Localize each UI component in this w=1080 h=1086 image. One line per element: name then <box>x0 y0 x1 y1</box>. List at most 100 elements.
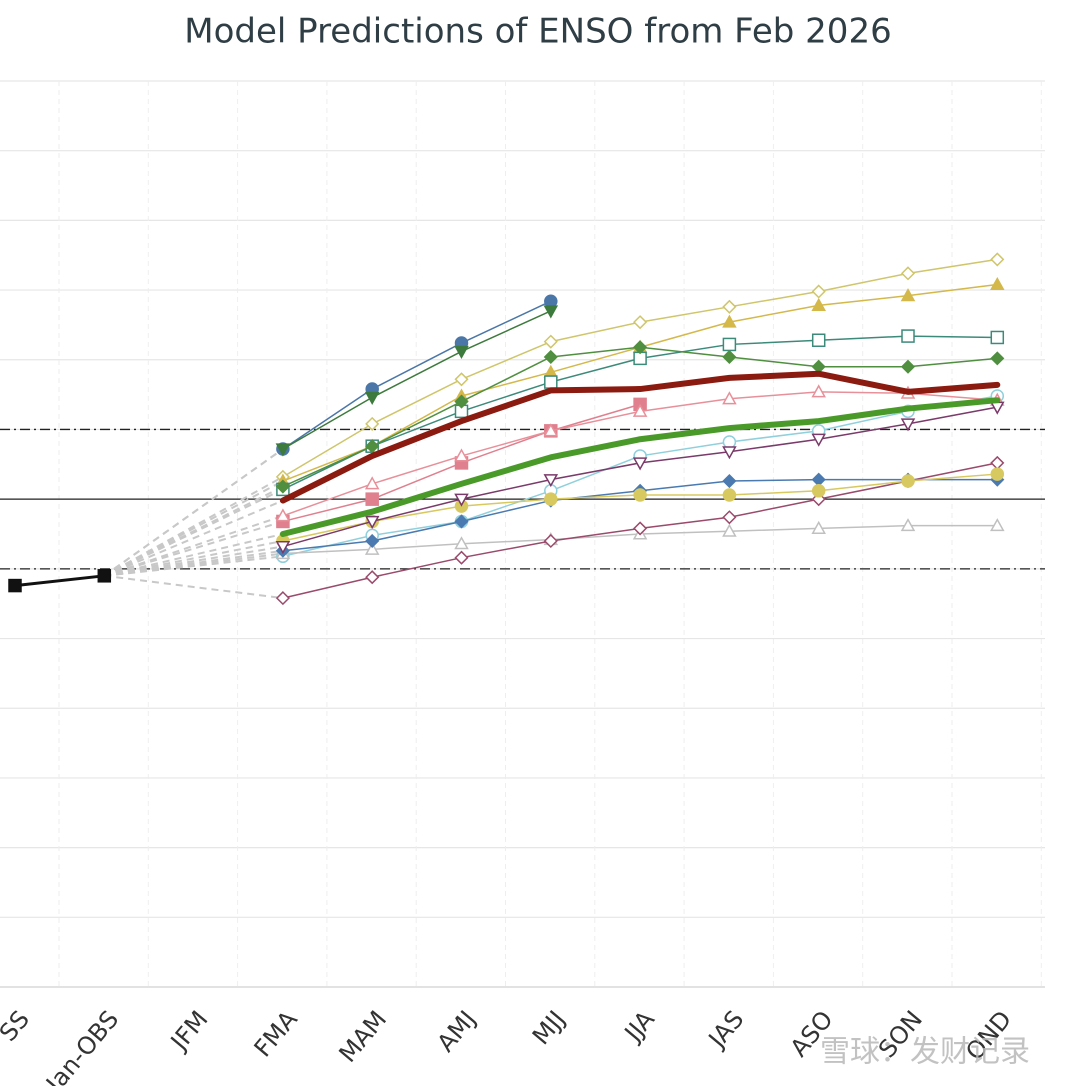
point <box>543 349 558 365</box>
point <box>990 455 1005 470</box>
x-tick-label: MAM <box>334 1005 393 1067</box>
series-line <box>13 574 106 588</box>
point <box>454 394 469 409</box>
point <box>811 520 826 534</box>
series-line <box>282 300 552 450</box>
point <box>722 473 737 489</box>
point <box>900 518 916 532</box>
point <box>275 508 291 522</box>
x-tick-label: AMJ <box>432 1005 482 1057</box>
point <box>454 493 469 507</box>
point <box>364 476 380 490</box>
point <box>543 474 559 488</box>
point <box>454 550 469 565</box>
point <box>722 314 737 328</box>
point <box>544 294 558 308</box>
point <box>364 391 380 405</box>
point <box>722 337 737 352</box>
point <box>365 439 380 454</box>
point <box>900 266 916 281</box>
x-tick-label: JJA <box>618 1005 660 1048</box>
point <box>365 570 380 585</box>
point <box>722 391 737 405</box>
point <box>544 492 558 506</box>
point <box>8 578 22 593</box>
connector <box>104 545 284 577</box>
point <box>722 435 737 449</box>
point <box>900 359 916 374</box>
point <box>364 541 380 555</box>
x-tick-label: JFM <box>164 1005 213 1056</box>
point <box>990 518 1005 532</box>
point <box>811 433 826 447</box>
chart-title: Model Predictions of ENSO from Feb 2026 <box>184 12 891 52</box>
point <box>454 372 469 387</box>
point <box>990 276 1005 291</box>
connector <box>104 533 284 577</box>
point <box>275 479 290 494</box>
point <box>454 345 469 359</box>
connector <box>103 499 284 577</box>
point <box>990 252 1005 267</box>
point <box>364 515 380 529</box>
point <box>722 523 737 537</box>
point <box>901 329 915 343</box>
point <box>900 418 916 432</box>
connector <box>103 488 284 577</box>
point <box>722 446 737 460</box>
point <box>632 403 648 417</box>
point <box>275 443 291 457</box>
point <box>811 384 826 398</box>
point <box>543 423 559 437</box>
series-line <box>279 397 1001 537</box>
point <box>633 315 648 330</box>
point <box>811 472 826 487</box>
point <box>97 569 112 583</box>
x-tick-label: MJJ <box>527 1005 571 1050</box>
point <box>722 510 737 525</box>
point <box>543 334 558 349</box>
x-tick-label: SS <box>0 1005 35 1046</box>
point <box>454 448 469 462</box>
point <box>275 540 291 555</box>
series-line <box>282 258 999 478</box>
point <box>811 333 826 348</box>
point <box>632 457 648 471</box>
connector <box>103 475 284 577</box>
connector <box>103 514 284 577</box>
point <box>454 536 469 550</box>
point <box>633 488 647 502</box>
x-tick-label: Jan-OBS <box>39 1005 124 1086</box>
point <box>543 305 559 319</box>
point <box>365 533 380 549</box>
point <box>275 591 290 606</box>
x-tick-label: FMA <box>249 1005 304 1062</box>
point <box>811 284 826 299</box>
series-line <box>282 310 552 450</box>
plot-area: SS Jan-OBS JFM FMA MAM AMJ MJJ JJA JAS ASO SON OND <box>0 80 1045 1086</box>
point <box>990 467 1005 481</box>
point <box>900 288 916 302</box>
point <box>811 297 826 311</box>
series-line <box>279 370 1001 504</box>
connector <box>104 574 284 600</box>
point <box>722 299 737 314</box>
watermark: 雪球：发财记录 <box>820 1035 1030 1070</box>
point <box>365 416 380 431</box>
point <box>990 351 1005 366</box>
point <box>454 514 469 529</box>
point <box>544 375 558 389</box>
point <box>365 492 379 506</box>
point <box>901 474 915 488</box>
connector <box>103 448 284 577</box>
point <box>633 340 648 355</box>
connector <box>103 480 284 577</box>
x-tick-label: JAS <box>702 1005 749 1054</box>
point <box>722 488 737 502</box>
connector <box>103 485 284 577</box>
point <box>990 330 1005 345</box>
point <box>633 521 648 536</box>
point <box>722 349 737 365</box>
point <box>811 484 826 498</box>
